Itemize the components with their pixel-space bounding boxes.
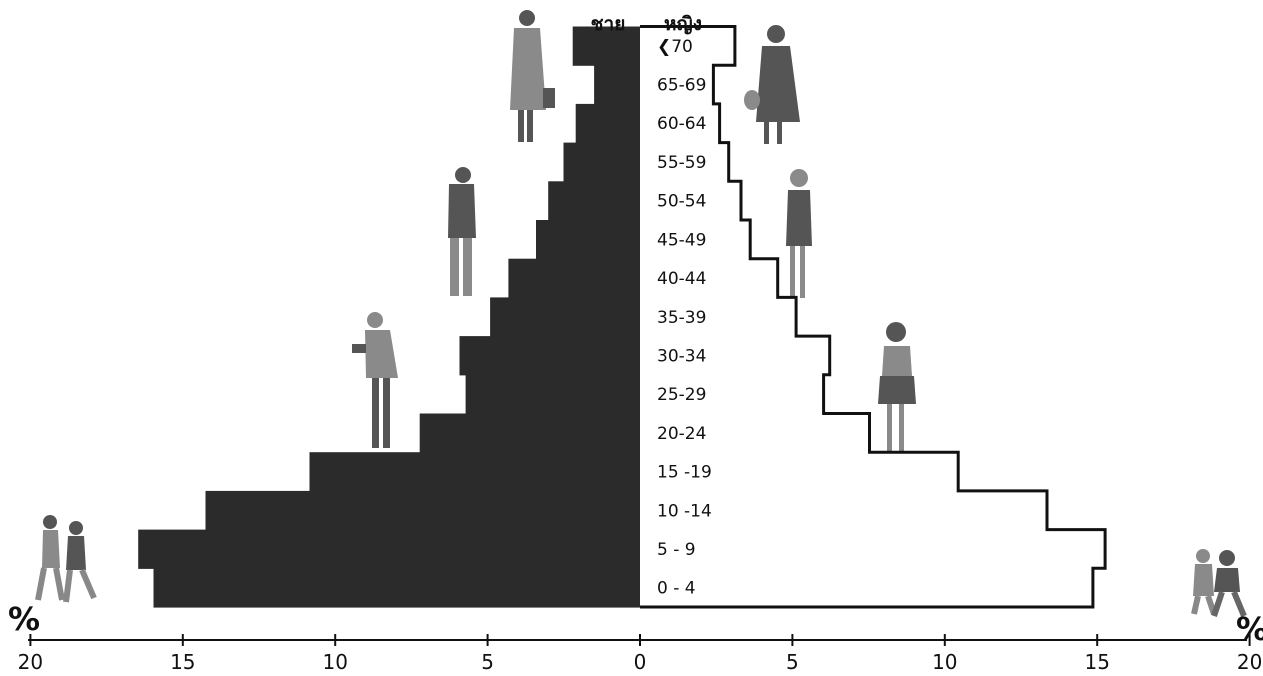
adult-woman-figure xyxy=(786,169,812,298)
x-axis-ticks: 20 15 10 5 0 5 10 15 20 xyxy=(18,634,1262,674)
age-label-1: 5 - 9 xyxy=(657,540,696,560)
young-woman-figure xyxy=(878,322,916,452)
male-bar-55-59 xyxy=(563,142,640,182)
elderly-woman-figure xyxy=(744,25,800,144)
male-bar-40-44 xyxy=(508,258,640,298)
age-label-14: ❮70 xyxy=(657,37,693,57)
age-group-labels: 0 - 4 5 - 9 10 -14 15 -19 20-24 25-29 30-34 35-… xyxy=(657,37,712,599)
x-tick-label-5: 5 xyxy=(786,650,799,674)
x-tick-label-8: 20 xyxy=(1237,650,1262,674)
age-label-8: 40-44 xyxy=(657,269,706,289)
age-label-9: 45-49 xyxy=(657,230,706,250)
x-tick-label-2: 10 xyxy=(322,650,347,674)
male-bar-5-9 xyxy=(138,529,640,569)
x-tick-label-6: 10 xyxy=(932,650,957,674)
age-label-13: 65-69 xyxy=(657,76,706,96)
male-bar-20-24 xyxy=(419,413,640,453)
male-bar-25-29 xyxy=(465,374,640,415)
age-label-10: 50-54 xyxy=(657,192,706,212)
adult-man-figure xyxy=(448,167,476,296)
age-label-0: 0 - 4 xyxy=(657,579,696,599)
age-label-3: 15 -19 xyxy=(657,463,712,483)
female-label: หญิง xyxy=(664,13,702,35)
male-bar-15-19 xyxy=(309,452,640,492)
age-label-11: 55-59 xyxy=(657,153,706,173)
male-bar-60-64 xyxy=(575,103,640,144)
x-tick-label-7: 15 xyxy=(1084,650,1109,674)
age-label-6: 30-34 xyxy=(657,346,706,366)
male-bars xyxy=(138,26,640,608)
young-man-reading-figure xyxy=(352,312,398,448)
percent-symbol-left: % xyxy=(8,600,40,638)
age-label-12: 60-64 xyxy=(657,114,706,134)
age-label-7: 35-39 xyxy=(657,308,706,328)
children-left-figure xyxy=(35,515,97,603)
x-tick-label-0: 20 xyxy=(18,650,43,674)
age-label-5: 25-29 xyxy=(657,385,706,405)
male-bar-65-69 xyxy=(594,65,640,105)
x-tick-label-1: 15 xyxy=(170,650,195,674)
male-bar-45-49 xyxy=(536,220,640,260)
male-bar-0-4 xyxy=(153,568,640,608)
elderly-man-figure xyxy=(510,10,555,142)
percent-symbol-right: % xyxy=(1236,610,1263,648)
decorative-figures xyxy=(35,10,1247,618)
male-bar--70 xyxy=(572,26,640,66)
male-bar-35-39 xyxy=(490,297,640,337)
female-series-outline xyxy=(640,25,1107,609)
male-bar-10-14 xyxy=(205,490,640,531)
x-tick-label-4: 0 xyxy=(634,650,647,674)
children-right-figure xyxy=(1191,549,1247,618)
male-bar-50-54 xyxy=(548,181,640,221)
age-label-4: 20-24 xyxy=(657,424,706,444)
male-label: ชาย xyxy=(591,13,626,35)
male-bar-30-34 xyxy=(459,336,640,376)
age-label-2: 10 -14 xyxy=(657,501,712,521)
x-tick-label-3: 5 xyxy=(481,650,494,674)
